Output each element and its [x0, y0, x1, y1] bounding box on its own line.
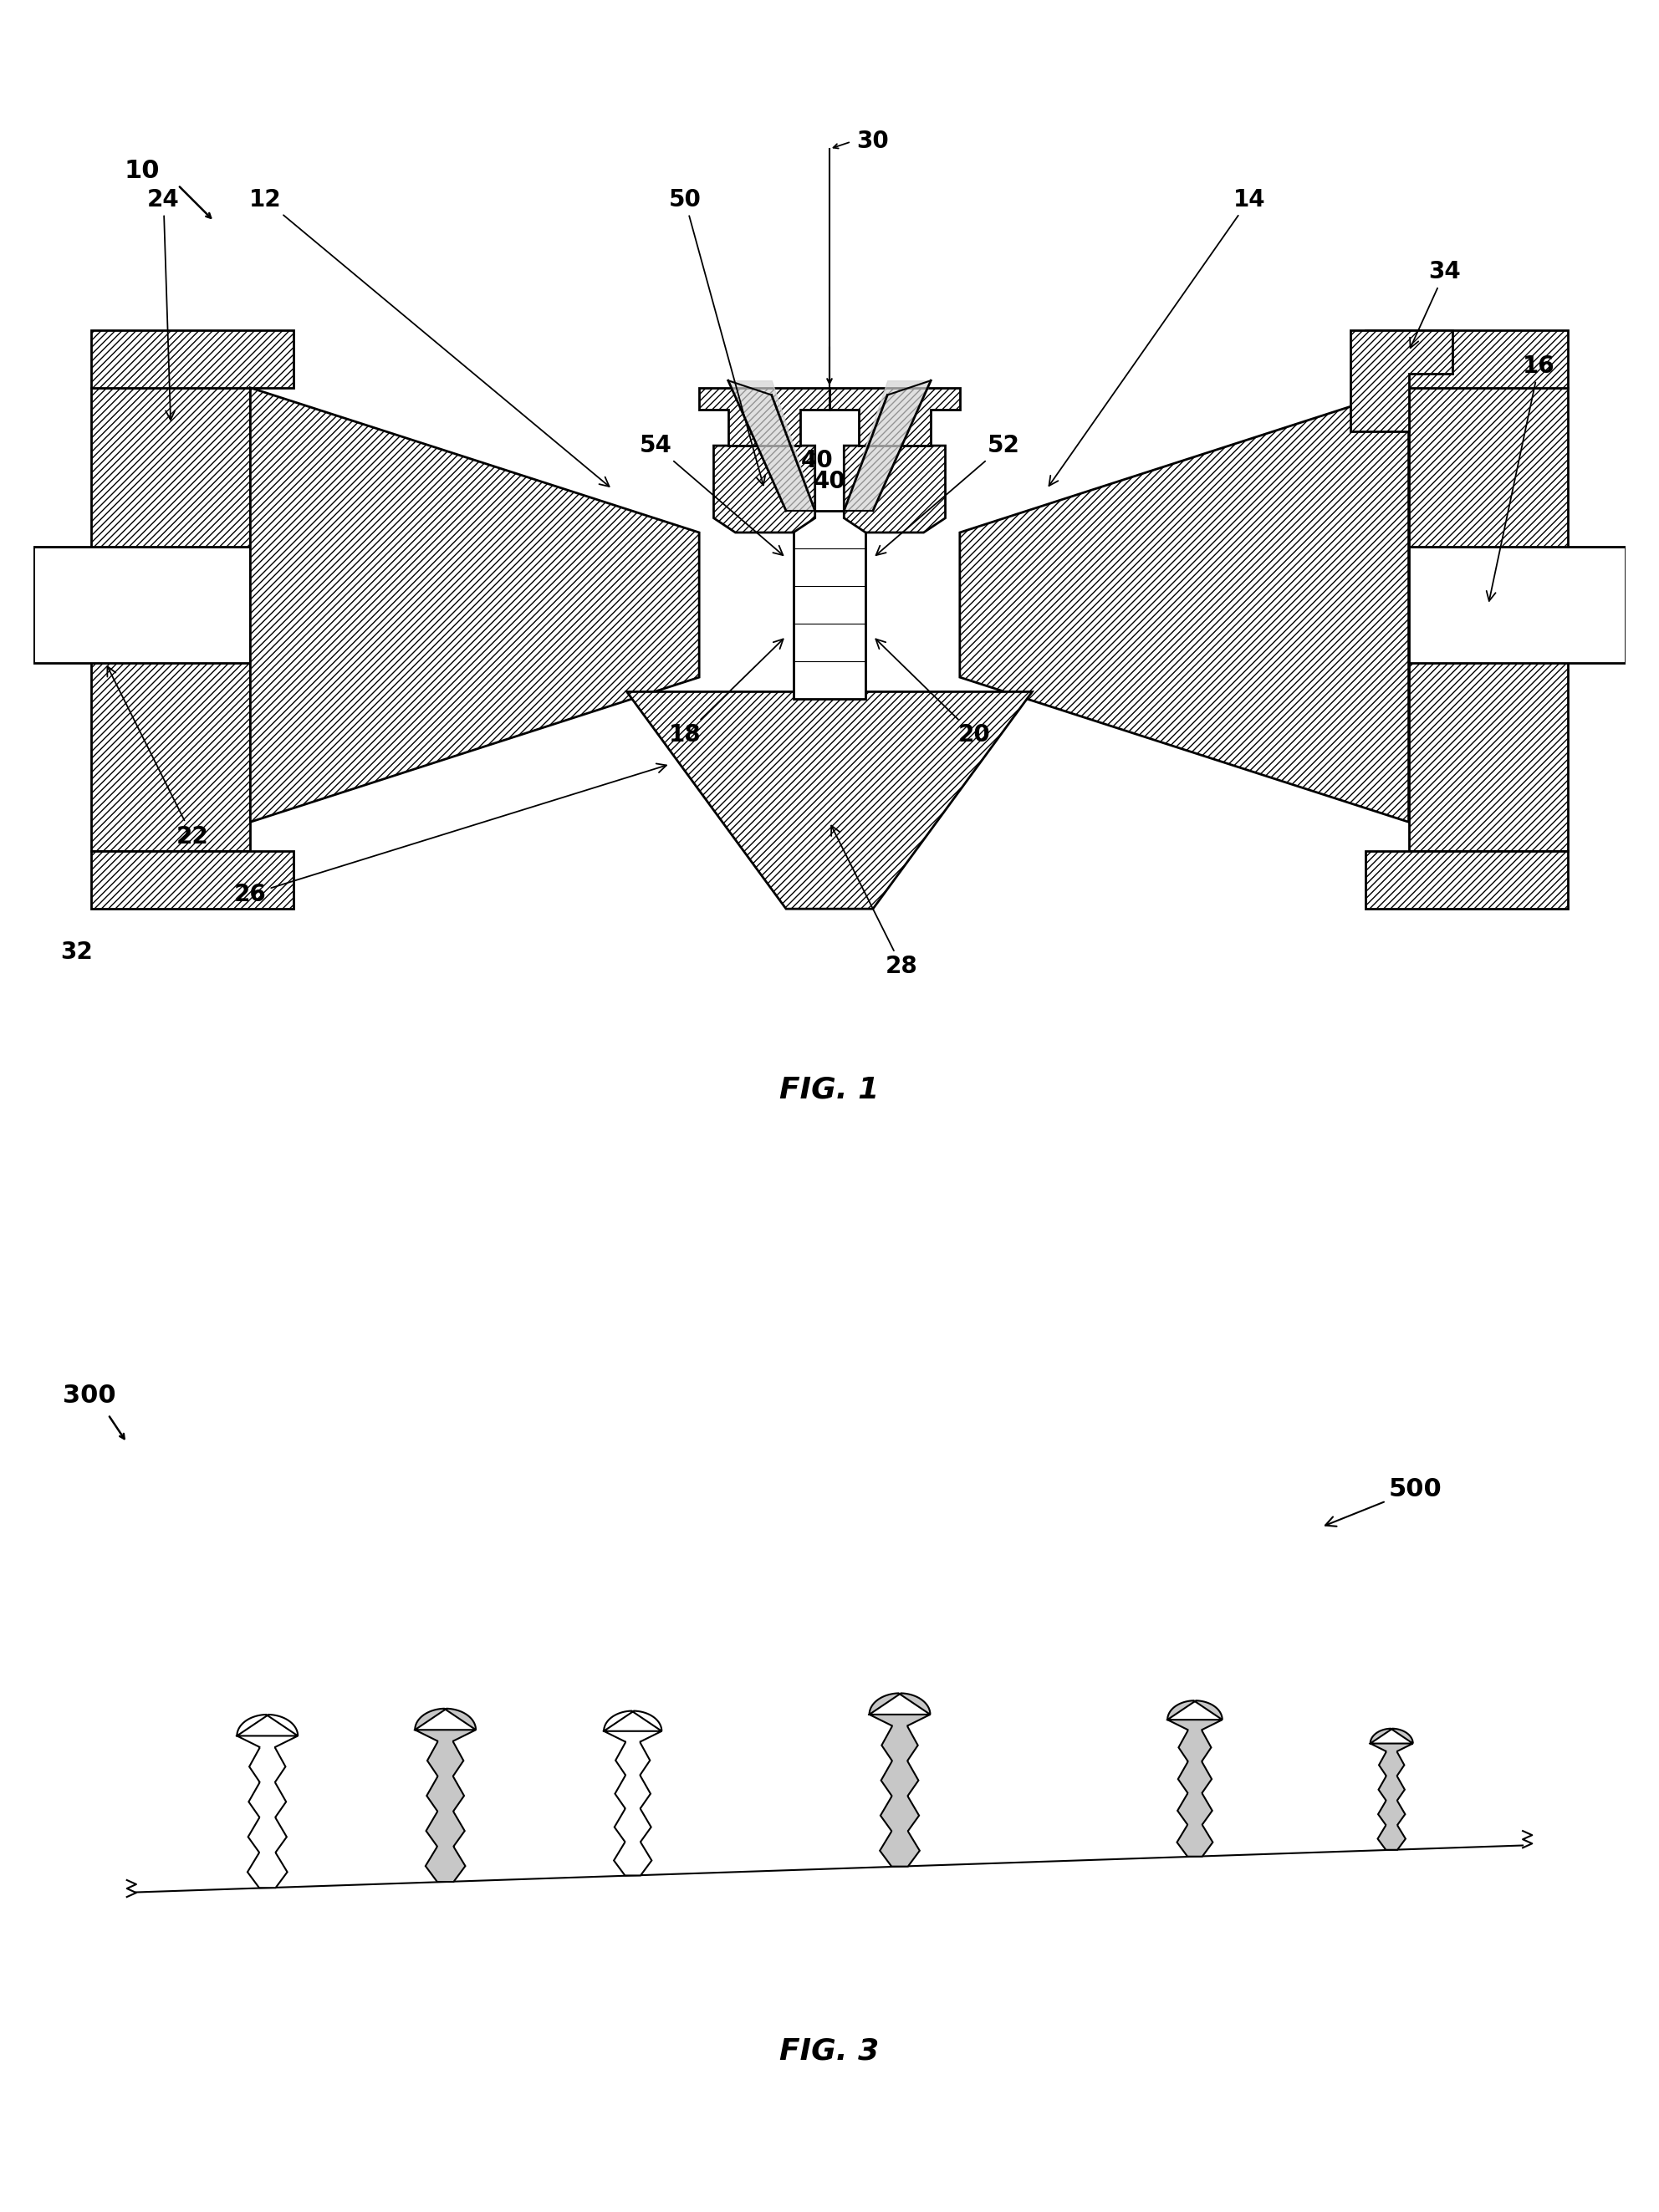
Polygon shape: [91, 330, 294, 387]
Text: 52: 52: [876, 434, 1020, 555]
Text: 50: 50: [669, 188, 765, 484]
Text: 12: 12: [249, 188, 609, 487]
Text: 54: 54: [639, 434, 783, 555]
Text: 28: 28: [831, 825, 917, 978]
Text: 18: 18: [669, 639, 783, 748]
Polygon shape: [91, 387, 251, 852]
Polygon shape: [237, 1714, 299, 1887]
Polygon shape: [251, 387, 698, 823]
Text: 34: 34: [1410, 261, 1462, 347]
Text: 24: 24: [148, 188, 179, 420]
Polygon shape: [1408, 387, 1568, 852]
Text: 14: 14: [1048, 188, 1266, 487]
Text: 40: 40: [813, 471, 846, 493]
Text: 30: 30: [856, 131, 889, 153]
Text: 22: 22: [108, 666, 209, 847]
Polygon shape: [1350, 330, 1452, 431]
Text: 16: 16: [1486, 354, 1554, 602]
Polygon shape: [869, 1692, 931, 1867]
Polygon shape: [415, 1708, 476, 1882]
Text: 10: 10: [124, 159, 159, 184]
Polygon shape: [604, 1710, 662, 1876]
Text: 32: 32: [60, 940, 93, 964]
Polygon shape: [1365, 852, 1568, 909]
Text: 300: 300: [63, 1385, 116, 1409]
Polygon shape: [698, 387, 830, 445]
Polygon shape: [844, 445, 946, 533]
Polygon shape: [1365, 330, 1568, 387]
Polygon shape: [1168, 1701, 1223, 1856]
Polygon shape: [830, 387, 961, 445]
Text: FIG. 1: FIG. 1: [780, 1075, 879, 1104]
Text: 500: 500: [1326, 1478, 1442, 1526]
Text: 26: 26: [234, 763, 667, 907]
Polygon shape: [627, 692, 1032, 909]
Polygon shape: [961, 387, 1408, 823]
Bar: [33, 546, 251, 664]
Text: 40: 40: [801, 449, 833, 473]
Polygon shape: [713, 445, 815, 533]
Text: 20: 20: [876, 639, 990, 748]
Bar: [793, 511, 866, 699]
Polygon shape: [1370, 1728, 1413, 1849]
Polygon shape: [91, 852, 294, 909]
Bar: [1408, 546, 1626, 664]
Text: FIG. 3: FIG. 3: [780, 2037, 879, 2066]
